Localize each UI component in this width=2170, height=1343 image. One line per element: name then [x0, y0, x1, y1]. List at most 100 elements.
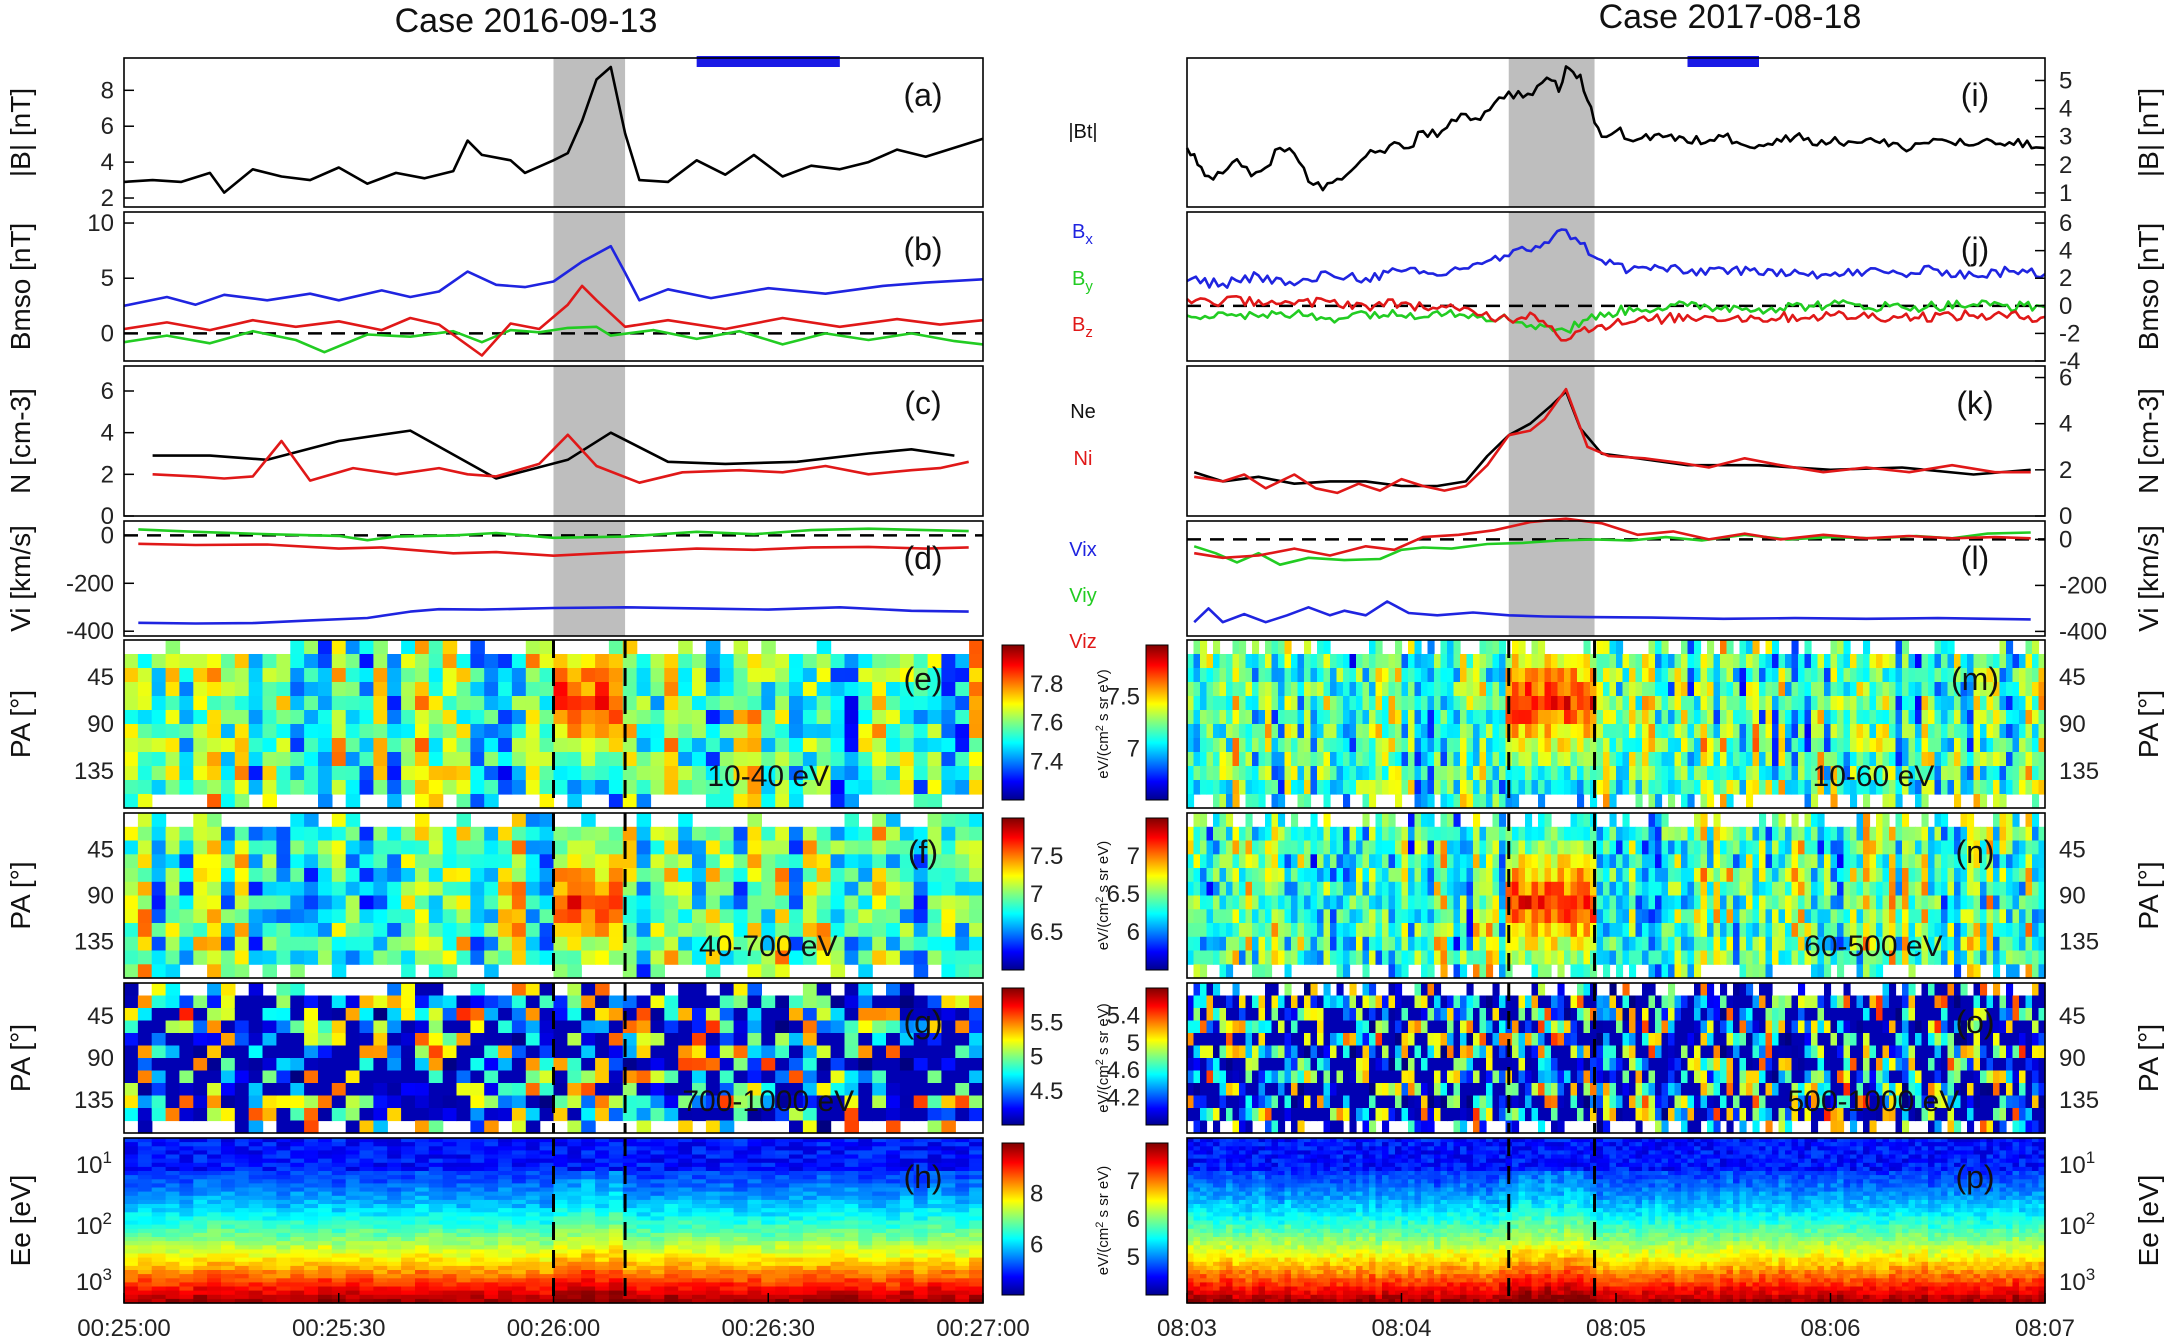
pixel: [331, 895, 347, 910]
pixel: [539, 682, 555, 697]
pixel: [858, 895, 873, 910]
pixel: [553, 1191, 568, 1197]
pixel: [692, 1249, 707, 1255]
pixel: [927, 1274, 943, 1279]
pixel: [401, 868, 416, 883]
pixel: [816, 895, 832, 910]
legend-viz: Viz: [1069, 631, 1096, 653]
pixel: [1304, 682, 1312, 697]
pixel: [899, 1154, 915, 1160]
pixel: [941, 909, 956, 924]
pixel: [511, 1278, 527, 1283]
pixel: [872, 1241, 887, 1246]
pixel: [941, 1257, 956, 1263]
pixel: [886, 840, 901, 855]
pixel: [359, 1162, 374, 1168]
pixel: [858, 1278, 873, 1283]
pixel: [415, 1045, 430, 1059]
pixel: [872, 1171, 887, 1176]
pixel: [415, 1224, 430, 1230]
pixel: [955, 813, 970, 828]
pixel: [678, 1270, 693, 1275]
legend-bt: |Bt|: [1068, 121, 1097, 143]
pixel: [789, 1020, 804, 1034]
pixel: [165, 995, 181, 1009]
pixel: [345, 780, 361, 795]
pixel: [415, 1253, 430, 1259]
pixel: [415, 668, 430, 683]
pixel: [747, 1270, 762, 1275]
pixel: [124, 895, 139, 910]
pixel: [705, 1033, 721, 1047]
pixel: [262, 936, 277, 952]
pixel: [636, 1108, 652, 1122]
pixel: [373, 696, 388, 711]
pixel: [1297, 780, 1305, 795]
pixel: [844, 1282, 859, 1288]
pixel: [442, 1195, 458, 1201]
pixel: [373, 1195, 388, 1201]
pixel: [193, 1142, 208, 1147]
pixel: [262, 854, 277, 869]
pixel: [844, 881, 859, 897]
pixel: [331, 766, 347, 781]
pixel: [484, 780, 499, 795]
pixel: [664, 1138, 679, 1143]
pixel: [664, 1274, 679, 1279]
pixel: [553, 1232, 568, 1238]
pixel: [221, 1033, 236, 1047]
pixel: [498, 1274, 513, 1279]
panel-frame: [123, 57, 984, 208]
pixel: [428, 1187, 444, 1193]
pixel: [567, 1070, 582, 1084]
panel-frame: [123, 365, 984, 517]
pixel: [207, 1220, 222, 1226]
pixel: [276, 1257, 291, 1263]
pixel: [636, 1270, 652, 1275]
pixel: [165, 1249, 181, 1255]
pixel: [636, 1008, 652, 1022]
pixel: [733, 1216, 749, 1222]
pixel: [830, 1138, 846, 1143]
pixel: [608, 766, 624, 781]
pixel: [470, 1282, 485, 1288]
y-tick-label: 6: [2059, 210, 2072, 237]
pixel: [428, 1045, 444, 1059]
pixel: [498, 1095, 513, 1109]
pixel: [955, 1232, 970, 1238]
pixel: [124, 1033, 139, 1047]
pixel: [442, 1199, 458, 1205]
pixel: [428, 881, 444, 897]
pixel: [262, 1232, 277, 1238]
pixel: [941, 1261, 956, 1267]
pixel: [1200, 752, 1208, 767]
pixel: [248, 995, 264, 1009]
pixel: [595, 1224, 610, 1230]
pixel: [719, 1008, 735, 1022]
pixel: [567, 1175, 582, 1180]
pixel: [290, 1237, 305, 1242]
pixel: [207, 1058, 222, 1072]
pixel: [567, 1138, 582, 1143]
pixel: [470, 840, 485, 855]
pixel: [816, 724, 832, 739]
pixel: [484, 950, 499, 965]
pixel: [207, 682, 222, 697]
pixel: [636, 1274, 652, 1279]
pixel: [636, 1120, 652, 1134]
pixel: [498, 710, 513, 725]
pixel: [705, 1265, 721, 1271]
pixel: [1271, 710, 1279, 725]
pixel: [165, 1298, 181, 1304]
pixel: [719, 1175, 735, 1180]
pixel: [969, 1183, 984, 1189]
pixel: [193, 1083, 208, 1097]
pixel: [484, 995, 499, 1009]
pixel: [927, 1290, 943, 1296]
pixel: [913, 1241, 929, 1246]
pixel: [650, 1033, 665, 1047]
pixel: [761, 766, 776, 781]
pixel: [678, 654, 693, 669]
pixel: [234, 1249, 250, 1255]
pixel: [844, 1298, 859, 1304]
